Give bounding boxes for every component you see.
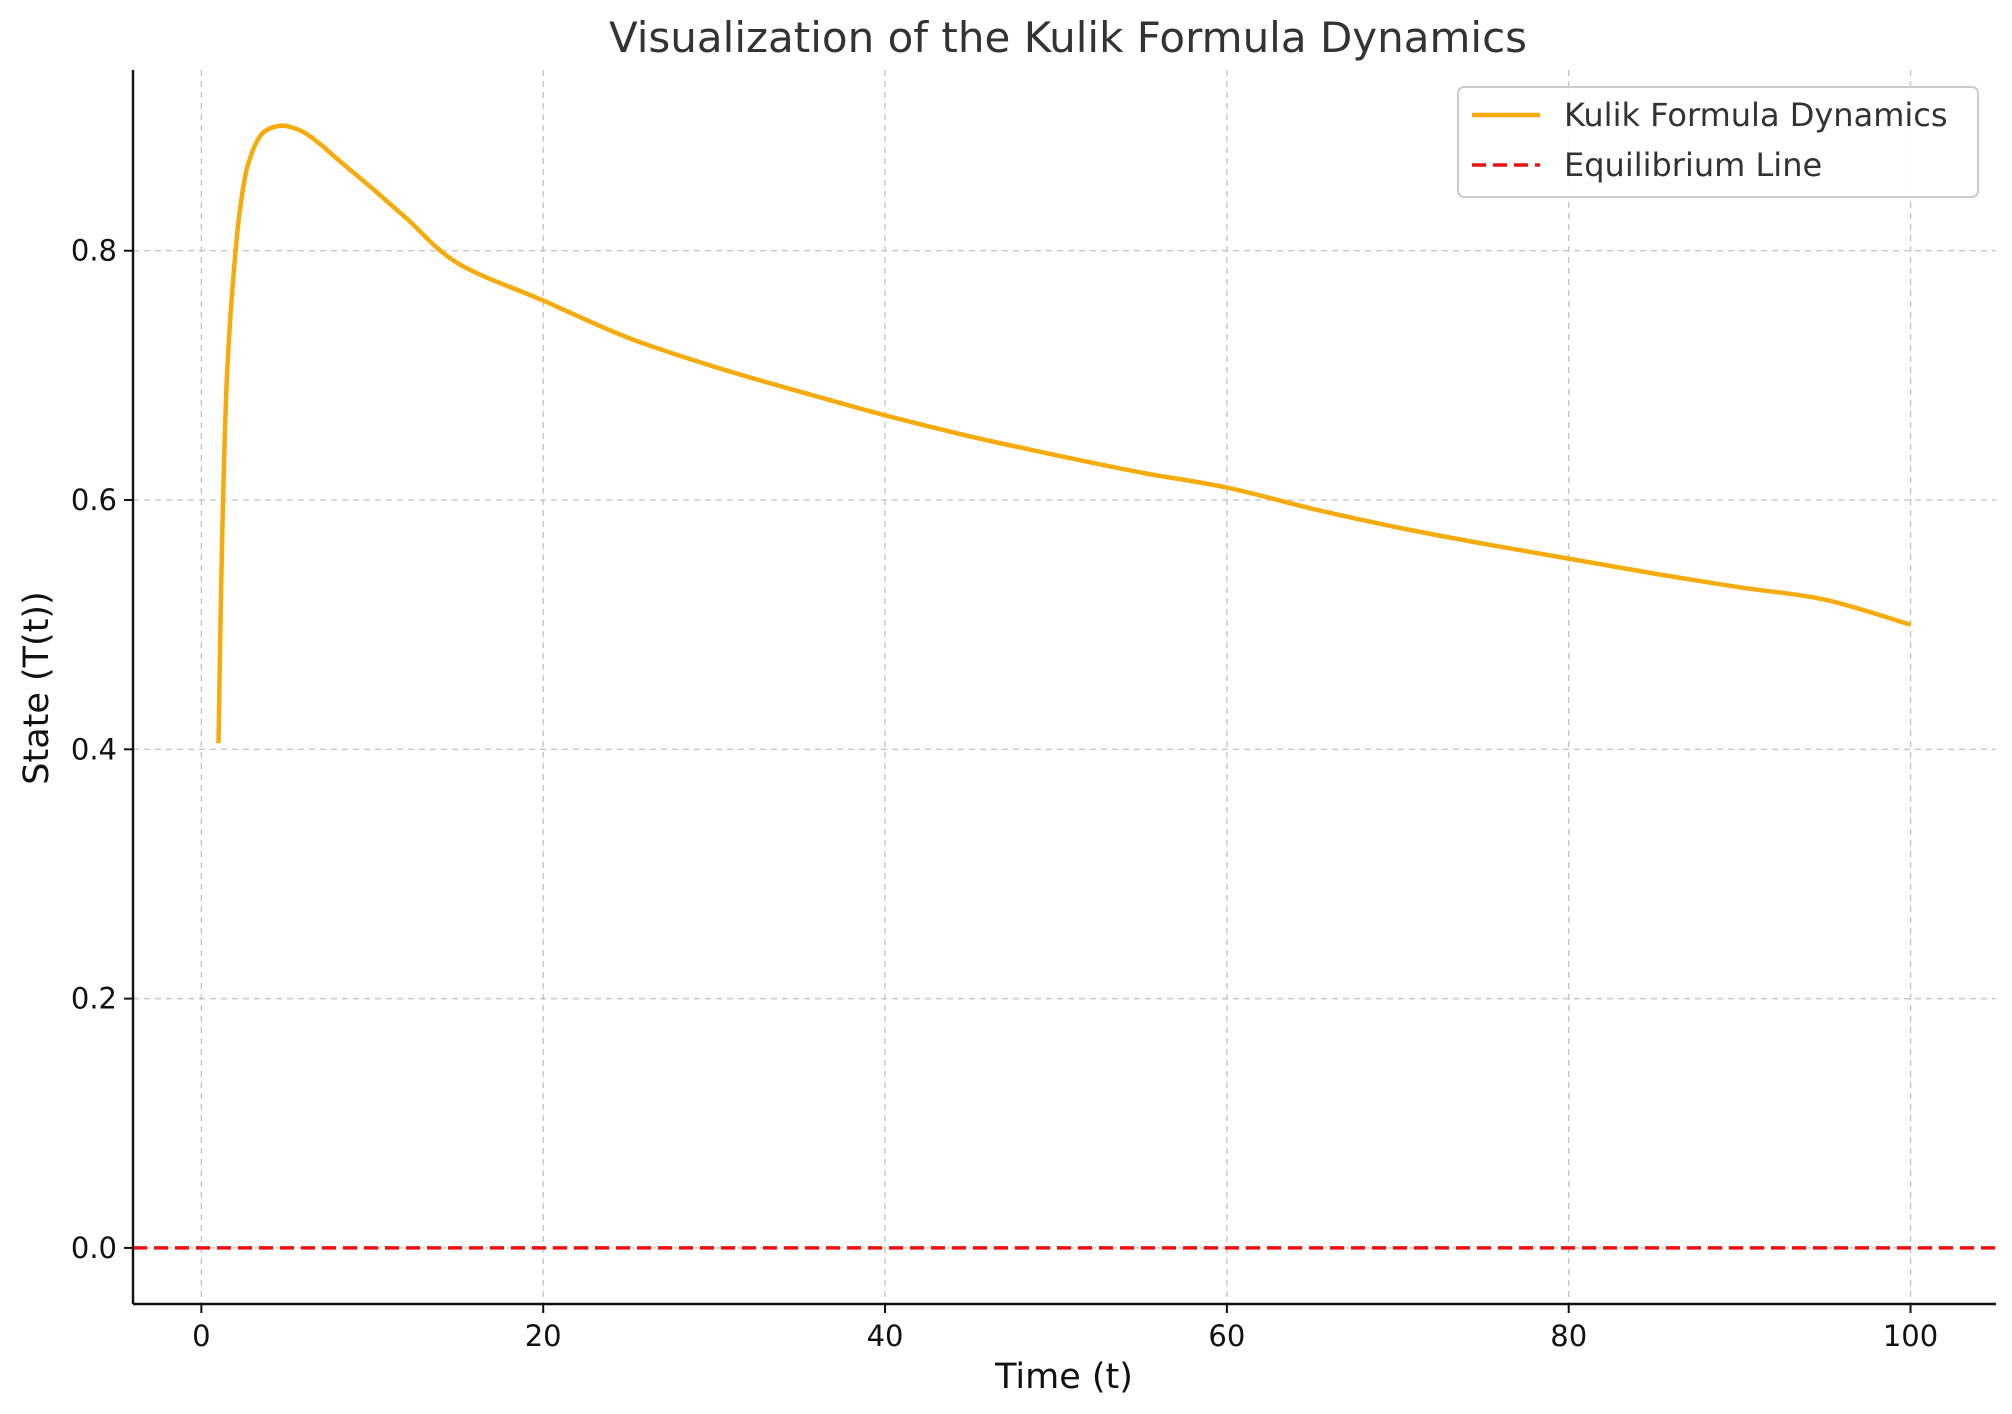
y-axis-label: State (T(t))	[17, 591, 57, 785]
chart-title: Visualization of the Kulik Formula Dynam…	[609, 13, 1527, 62]
x-tick-label: 80	[1550, 1319, 1587, 1353]
plot-area	[133, 123, 1996, 1250]
y-tick-label: 0.2	[71, 982, 117, 1016]
x-tick-label: 40	[867, 1319, 904, 1353]
y-tick-label: 0.8	[71, 234, 117, 268]
y-tick-label: 0.0	[71, 1231, 117, 1265]
y-tick-label: 0.6	[71, 483, 117, 517]
series-line-kulik-formula-dynamics	[216, 123, 1912, 744]
legend-label-kulik-formula-dynamics: Kulik Formula Dynamics	[1564, 96, 1948, 134]
grid	[133, 70, 1996, 1304]
legend: Kulik Formula Dynamics Equilibrium Line	[1457, 86, 1979, 198]
legend-box	[1457, 86, 1979, 198]
ticks: 0 20 40 60 80 100 0.0 0.2 0.4 0.6 0.8	[71, 234, 1938, 1353]
x-tick-label: 100	[1883, 1319, 1938, 1353]
y-tick-label: 0.4	[71, 732, 117, 766]
x-tick-label: 60	[1208, 1319, 1245, 1353]
legend-label-equilibrium: Equilibrium Line	[1564, 146, 1822, 184]
x-tick-label: 20	[525, 1319, 562, 1353]
x-tick-label: 0	[192, 1319, 210, 1353]
axes	[131, 70, 1996, 1306]
x-axis-label: Time (t)	[994, 1357, 1133, 1397]
